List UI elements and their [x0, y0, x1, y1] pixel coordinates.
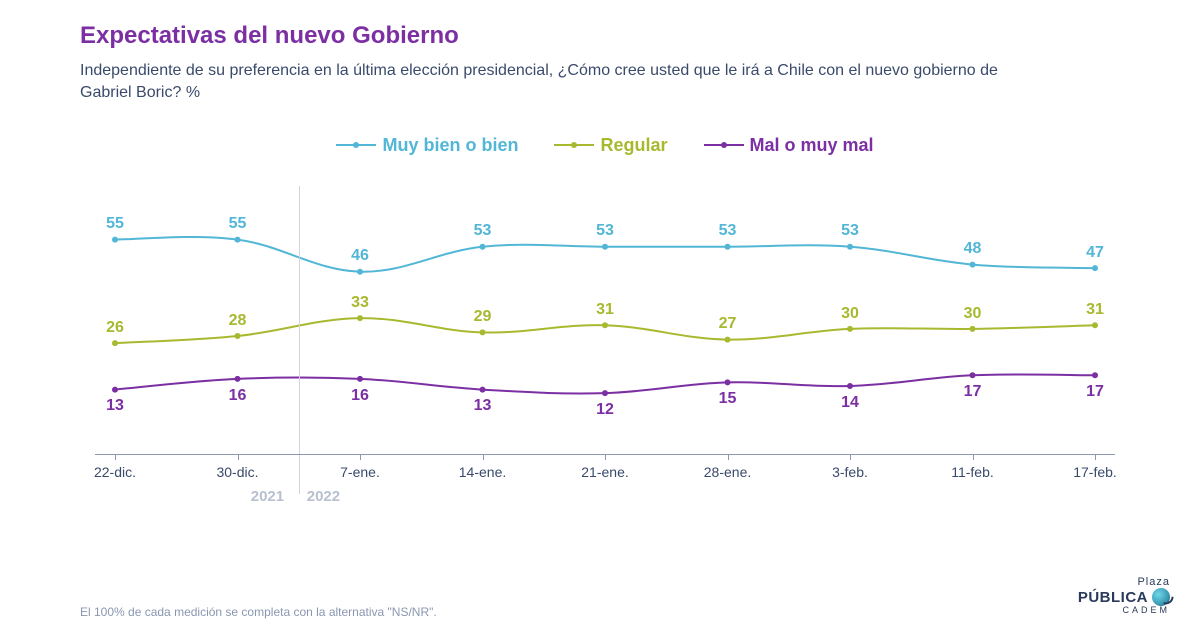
data-label: 31 [596, 301, 614, 319]
data-label: 16 [351, 387, 369, 405]
x-axis-label: 3-feb. [832, 464, 868, 480]
data-point [480, 243, 486, 249]
data-label: 53 [474, 222, 492, 240]
x-tick [1095, 454, 1096, 460]
data-point [480, 329, 486, 335]
data-label: 29 [474, 308, 492, 326]
data-point [970, 326, 976, 332]
data-label: 31 [1086, 301, 1104, 319]
legend-marker-icon [554, 144, 594, 146]
data-label: 33 [351, 294, 369, 312]
legend-item-muy_bien: Muy bien o bien [336, 135, 518, 156]
legend-label: Muy bien o bien [382, 135, 518, 156]
data-point [725, 379, 731, 385]
x-axis-label: 22-dic. [94, 464, 136, 480]
x-axis-label: 14-ene. [459, 464, 506, 480]
year-divider [299, 186, 300, 494]
data-point [725, 243, 731, 249]
data-label: 53 [719, 222, 737, 240]
x-tick [973, 454, 974, 460]
legend: Muy bien o bien Regular Mal o muy mal [80, 135, 1130, 156]
data-point [480, 386, 486, 392]
x-axis-label: 28-ene. [704, 464, 751, 480]
brand-logo: Plaza PÚBLICA CADEM [1078, 577, 1170, 615]
data-label: 55 [229, 215, 247, 233]
data-label: 47 [1086, 244, 1104, 262]
data-label: 53 [596, 222, 614, 240]
data-point [357, 376, 363, 382]
x-axis-label: 21-ene. [581, 464, 628, 480]
x-axis-label: 30-dic. [216, 464, 258, 480]
x-tick [238, 454, 239, 460]
data-label: 17 [964, 383, 982, 401]
x-tick [850, 454, 851, 460]
year-label-left: 2021 [251, 488, 284, 505]
x-tick [360, 454, 361, 460]
data-point [847, 243, 853, 249]
data-label: 16 [229, 387, 247, 405]
data-point [357, 268, 363, 274]
data-point [357, 315, 363, 321]
data-point [112, 386, 118, 392]
data-point [1092, 265, 1098, 271]
legend-label: Mal o muy mal [750, 135, 874, 156]
data-point [235, 376, 241, 382]
logo-line2: PÚBLICA [1078, 588, 1170, 606]
x-tick [605, 454, 606, 460]
x-axis-label: 11-feb. [951, 464, 994, 480]
data-point [602, 322, 608, 328]
data-label: 46 [351, 247, 369, 265]
data-point [1092, 372, 1098, 378]
legend-item-mal: Mal o muy mal [704, 135, 874, 156]
legend-marker-icon [336, 144, 376, 146]
data-label: 55 [106, 215, 124, 233]
data-label: 15 [719, 390, 737, 408]
data-point [112, 340, 118, 346]
x-tick [728, 454, 729, 460]
data-point [725, 336, 731, 342]
footnote: El 100% de cada medición se completa con… [80, 605, 437, 619]
data-point [235, 333, 241, 339]
data-point [602, 243, 608, 249]
data-label: 53 [841, 222, 859, 240]
logo-globe-icon [1152, 588, 1170, 606]
data-point [235, 236, 241, 242]
data-point [970, 372, 976, 378]
chart-title: Expectativas del nuevo Gobierno [80, 22, 1130, 50]
x-tick [115, 454, 116, 460]
data-point [1092, 322, 1098, 328]
x-axis-label: 17-feb. [1073, 464, 1117, 480]
data-label: 14 [841, 394, 859, 412]
logo-line3: CADEM [1078, 606, 1170, 615]
year-label-right: 2022 [307, 488, 340, 505]
data-label: 13 [106, 397, 124, 415]
legend-marker-icon [704, 144, 744, 146]
data-label: 12 [596, 401, 614, 419]
chart-subtitle: Independiente de su preferencia en la úl… [80, 60, 1000, 105]
data-point [112, 236, 118, 242]
data-point [602, 390, 608, 396]
logo-line1: Plaza [1078, 577, 1170, 588]
series-line-regular [115, 318, 1095, 343]
data-label: 26 [106, 319, 124, 337]
data-point [970, 261, 976, 267]
data-label: 13 [474, 397, 492, 415]
data-label: 30 [841, 305, 859, 323]
x-axis-label: 7-ene. [340, 464, 380, 480]
data-point [847, 326, 853, 332]
series-line-muy_bien [115, 237, 1095, 272]
data-point [847, 383, 853, 389]
x-tick [483, 454, 484, 460]
data-label: 17 [1086, 383, 1104, 401]
data-label: 28 [229, 312, 247, 330]
line-chart: 55 55 46 53 53 53 53 48 47 26 28 33 29 31 27 30 30 31 13 16… [85, 186, 1125, 496]
data-label: 30 [964, 305, 982, 323]
legend-item-regular: Regular [554, 135, 667, 156]
legend-label: Regular [600, 135, 667, 156]
data-label: 48 [964, 240, 982, 258]
data-label: 27 [719, 315, 737, 333]
